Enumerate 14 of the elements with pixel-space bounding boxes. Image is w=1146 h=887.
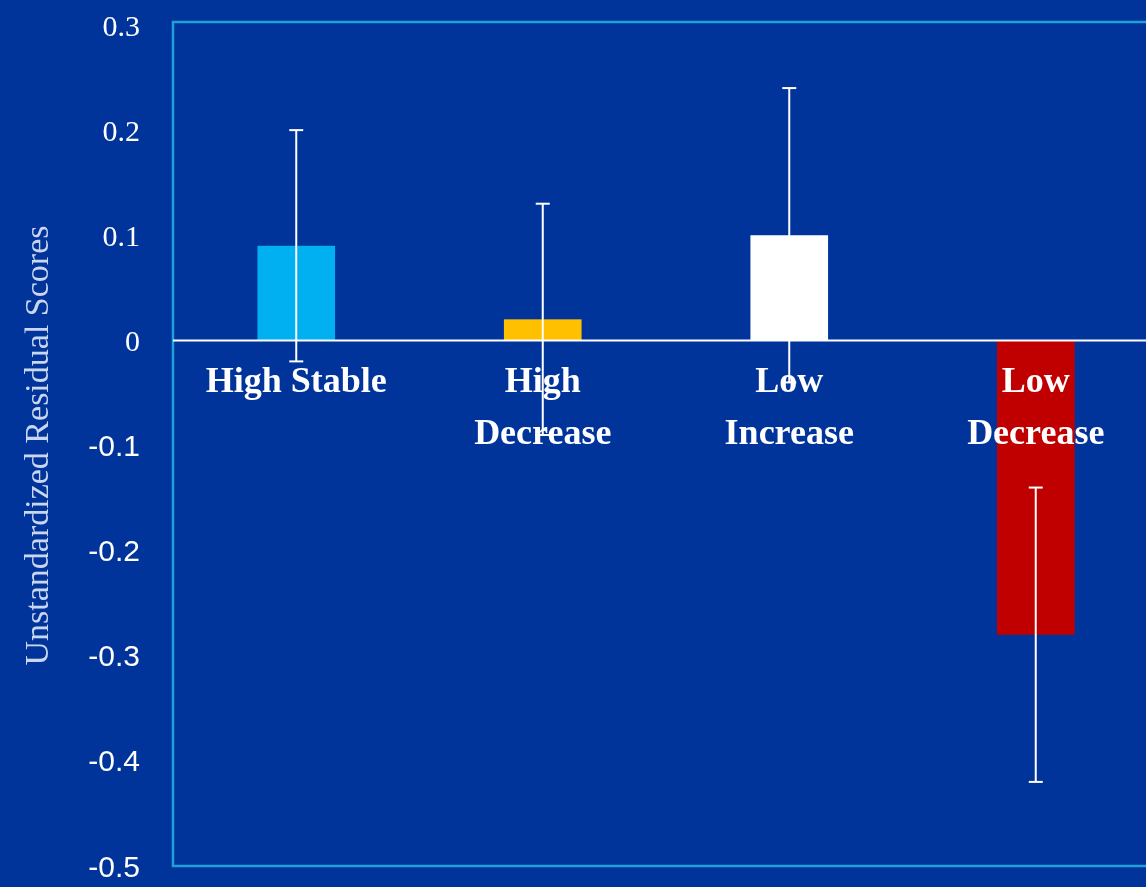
y-tick-label: -0.3 <box>88 639 140 673</box>
y-axis-title: Unstandardized Residual Scores <box>18 225 55 666</box>
y-tick-label: 0.2 <box>102 113 140 147</box>
bar <box>257 245 336 341</box>
y-tick-label: -0.5 <box>88 849 140 883</box>
y-tick-label: 0 <box>125 323 140 357</box>
x-tick-label: Low Increase <box>724 360 854 453</box>
y-tick-label: -0.4 <box>88 744 140 778</box>
y-tick-label: 0.3 <box>102 8 140 42</box>
y-tick-label: -0.2 <box>88 534 140 568</box>
y-tick-label: 0.1 <box>102 218 140 252</box>
x-tick-label: High Stable <box>205 360 387 401</box>
y-tick-label: -0.1 <box>88 429 140 462</box>
bar <box>503 319 582 341</box>
